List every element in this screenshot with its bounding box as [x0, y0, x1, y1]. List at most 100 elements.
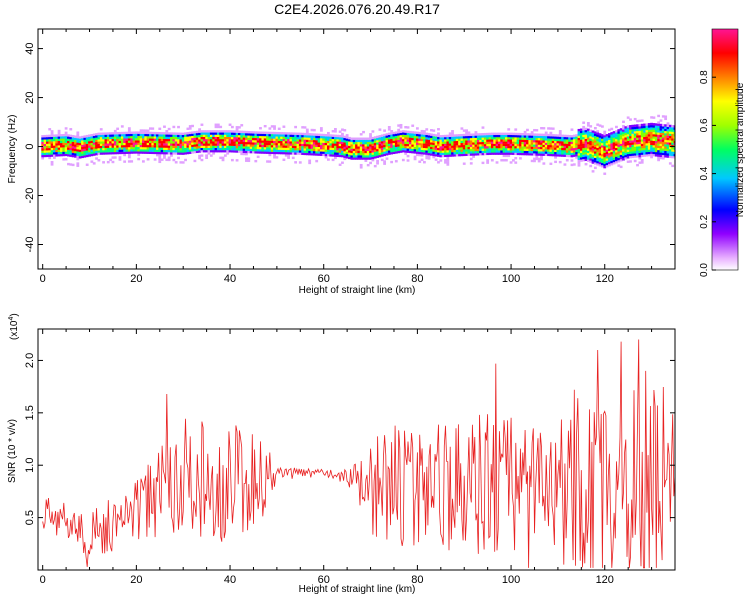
heatmap-cell — [619, 156, 623, 160]
heatmap-cell — [200, 134, 204, 137]
heatmap-cell — [277, 136, 281, 139]
heatmap-cell — [514, 137, 518, 140]
heatmap-cell — [202, 145, 206, 148]
heatmap-cell — [479, 152, 483, 156]
heatmap-cell — [397, 135, 401, 138]
heatmap-cell — [652, 142, 656, 146]
heatmap-cell — [67, 147, 70, 150]
heatmap-cell — [507, 132, 511, 136]
heatmap-cell — [570, 143, 574, 147]
heatmap-cell — [277, 138, 281, 142]
heatmap-cell — [542, 140, 546, 143]
heatmap-cell — [141, 131, 145, 134]
heatmap-cell — [245, 159, 248, 162]
heatmap-cell — [144, 149, 148, 152]
heatmap-cell — [256, 133, 260, 136]
heatmap-cell — [195, 150, 199, 154]
heatmap-cell — [411, 137, 415, 141]
heatmap-cell — [172, 145, 176, 148]
heatmap-cell — [476, 135, 480, 138]
heatmap-cell — [540, 133, 543, 137]
heatmap-cell — [643, 127, 646, 131]
heatmap-cell — [469, 157, 473, 161]
heatmap-cell — [69, 147, 73, 151]
heatmap-cell — [423, 141, 426, 144]
heatmap-cell — [509, 134, 513, 138]
heatmap-cell — [668, 131, 672, 134]
heatmap-cell — [526, 144, 529, 147]
heatmap-cell — [109, 152, 112, 155]
heatmap-cell — [350, 155, 354, 158]
heatmap-cell — [350, 144, 354, 147]
heatmap-cell — [144, 144, 148, 148]
heatmap-cell — [195, 146, 199, 149]
heatmap-cell — [661, 128, 665, 131]
heatmap-cell — [219, 150, 223, 153]
heatmap-cell — [666, 131, 670, 134]
heatmap-cell — [481, 133, 485, 136]
heatmap-cell — [610, 134, 614, 137]
heatmap-cell — [118, 136, 122, 139]
heatmap-cell — [221, 156, 225, 160]
heatmap-cell — [282, 147, 286, 150]
heatmap-cell — [111, 143, 115, 146]
heatmap-cell — [528, 148, 532, 152]
heatmap-cell — [207, 145, 211, 148]
heatmap-cell — [615, 161, 618, 164]
heatmap-cell — [261, 149, 265, 152]
heatmap-cell — [41, 152, 45, 156]
heatmap-cell — [132, 146, 136, 150]
heatmap-cell — [200, 147, 204, 151]
heatmap-cell — [305, 130, 309, 134]
heatmap-cell — [287, 145, 290, 148]
heatmap-cell — [376, 135, 379, 139]
heatmap-cell — [287, 134, 290, 137]
heatmap-cell — [132, 144, 136, 148]
heatmap-cell — [329, 134, 333, 137]
heatmap-cell — [235, 141, 239, 144]
heatmap-cell — [633, 124, 637, 127]
heatmap-cell — [256, 151, 260, 154]
heatmap-cell — [598, 148, 602, 152]
heatmap-cell — [415, 149, 419, 152]
heatmap-cell — [151, 149, 155, 152]
heatmap-cell — [523, 141, 527, 145]
heatmap-cell — [659, 128, 663, 131]
heatmap-cell — [460, 144, 464, 148]
heatmap-cell — [97, 132, 101, 136]
heatmap-cell — [139, 146, 143, 150]
heatmap-cell — [383, 153, 387, 157]
heatmap-cell — [549, 131, 553, 135]
heatmap-cell — [57, 132, 61, 135]
heatmap-cell — [60, 136, 63, 139]
heatmap-cell — [141, 151, 145, 154]
heatmap-cell — [334, 147, 337, 151]
heatmap-cell — [610, 160, 614, 164]
heatmap-cell — [181, 145, 185, 149]
heatmap-cell — [249, 148, 253, 152]
heatmap-cell — [537, 157, 541, 161]
heatmap-cell — [167, 143, 171, 146]
heatmap-cell — [263, 142, 267, 146]
heatmap-cell — [598, 139, 602, 143]
heatmap-cell — [540, 146, 543, 150]
heatmap-cell — [127, 151, 131, 154]
heatmap-cell — [291, 139, 295, 142]
heatmap-cell — [97, 143, 101, 147]
heatmap-cell — [60, 153, 63, 157]
heatmap-cell — [666, 124, 670, 127]
heatmap-cell — [596, 134, 600, 137]
heatmap-cell — [266, 147, 269, 150]
heatmap-cell — [294, 136, 298, 140]
heatmap-cell — [207, 141, 211, 144]
heatmap-cell — [235, 128, 239, 131]
heatmap-cell — [57, 136, 61, 139]
heatmap-cell — [460, 136, 464, 139]
heatmap-cell — [362, 152, 365, 156]
heatmap-cell — [542, 133, 546, 137]
heatmap-cell — [174, 147, 178, 151]
heatmap-cell — [273, 131, 276, 135]
heatmap-cell — [319, 133, 323, 137]
heatmap-cell — [544, 151, 548, 154]
heatmap-cell — [186, 151, 190, 155]
